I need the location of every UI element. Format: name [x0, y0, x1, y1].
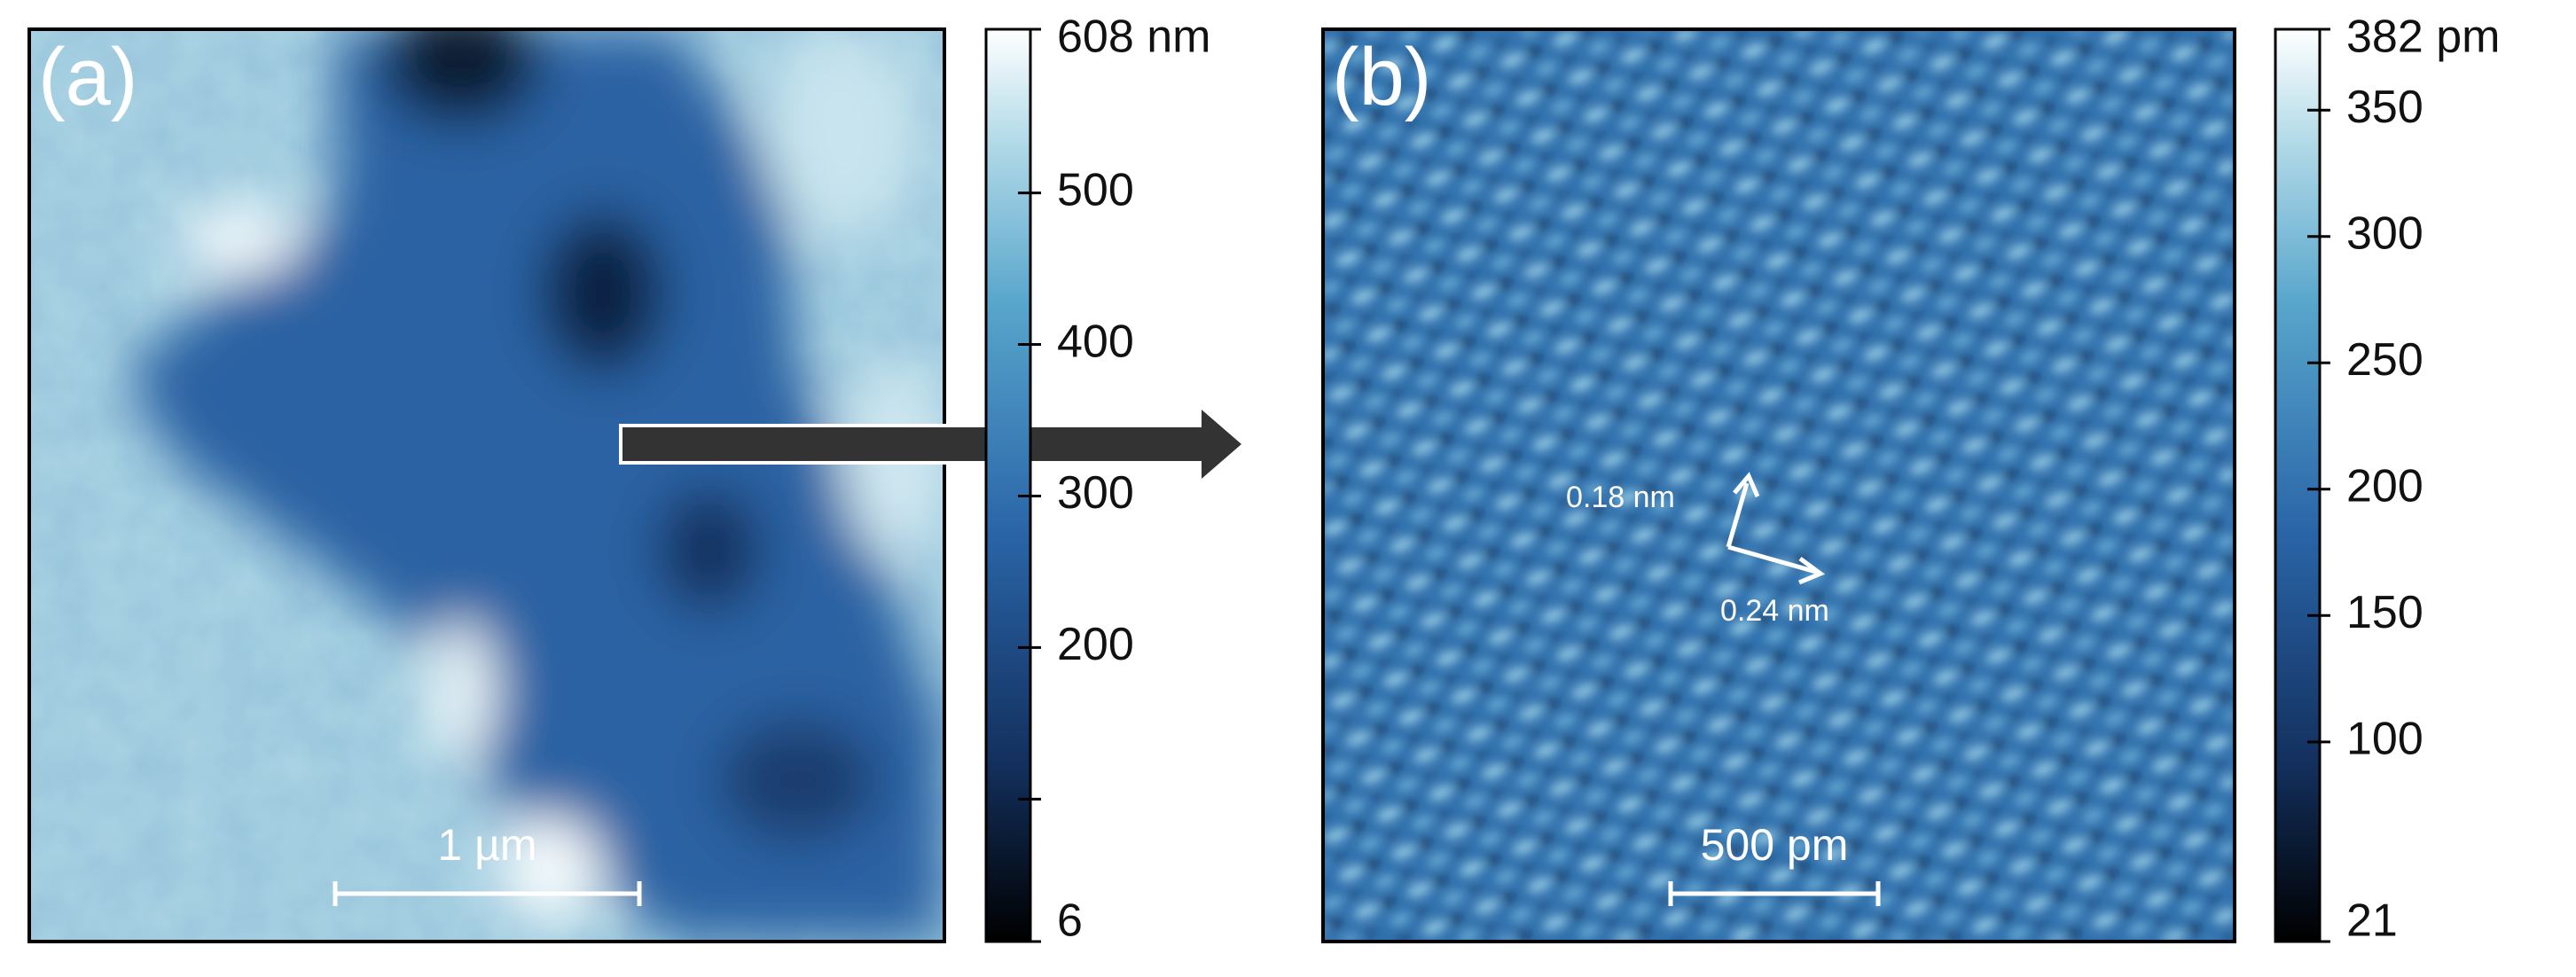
scale-bar-label: 500 pm	[1701, 820, 1849, 870]
colorbar-tick-label: 382 pm	[2346, 12, 2500, 63]
colorbar-tick-label: 200	[2346, 461, 2423, 512]
colorbar-tick-label: 400	[1057, 316, 1134, 367]
frame-b	[1321, 27, 2236, 943]
panel-label: (b)	[1332, 32, 1431, 122]
colorbar-tick-label: 150	[2346, 587, 2423, 638]
colorbar	[984, 27, 1032, 943]
colorbar-tick-label: 6	[1057, 895, 1083, 947]
colorbar-tick-label: 250	[2346, 334, 2423, 386]
frame-a	[27, 27, 946, 943]
afm-image-b	[1323, 29, 2235, 942]
panel-label: (a)	[38, 32, 137, 122]
afm-image-a	[29, 29, 944, 942]
colorbar-tick-label: 100	[2346, 714, 2423, 765]
colorbar-tick-label: 608 nm	[1057, 12, 1210, 63]
colorbar-tick-label: 300	[1057, 467, 1134, 519]
connector-arrow	[619, 410, 1241, 479]
lattice-vectors	[1726, 472, 1826, 585]
colorbar	[2274, 27, 2322, 943]
colorbar-tick-label: 21	[2346, 895, 2398, 947]
colorbar-tick-label: 350	[2346, 82, 2423, 133]
scale-bar-label: 1 µm	[437, 820, 536, 870]
colorbar-tick-label: 200	[1057, 619, 1134, 670]
annotation: 0.18 nm	[1566, 481, 1675, 514]
annotation: 0.24 nm	[1720, 594, 1829, 628]
colorbar-tick-label: 300	[2346, 207, 2423, 259]
colorbar-tick-label: 500	[1057, 164, 1134, 215]
